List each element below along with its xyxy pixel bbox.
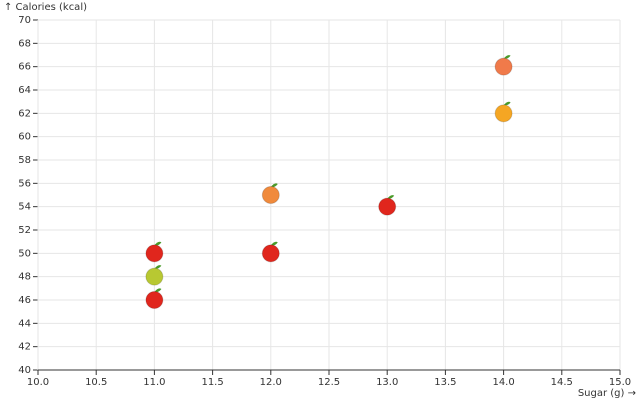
x-tick-label: 11.0: [143, 377, 165, 388]
y-tick-label: 70: [18, 15, 31, 26]
x-tick-label: 14.0: [492, 377, 514, 388]
x-tick-label: 10.0: [27, 377, 49, 388]
x-tick-label: 13.0: [376, 377, 398, 388]
x-axis-label: Sugar (g) →: [578, 388, 636, 399]
y-tick-label: 50: [18, 248, 31, 259]
point: [494, 104, 513, 123]
marker-leaf: [503, 55, 511, 59]
point: [145, 267, 164, 286]
marker-leaf: [154, 265, 162, 269]
marker-leaf: [503, 101, 511, 106]
point: [494, 57, 513, 76]
point: [378, 197, 397, 216]
marker-leaf: [154, 241, 162, 246]
x-tick-label: 15.0: [609, 377, 631, 388]
marker-leaf: [387, 195, 395, 199]
marker-leaf: [270, 183, 278, 188]
y-tick-label: 44: [18, 318, 31, 329]
x-tick-label: 14.5: [551, 377, 573, 388]
x-tick-label: 13.5: [434, 377, 456, 388]
marker-leaf: [154, 288, 162, 293]
y-tick-label: 62: [18, 108, 31, 119]
y-tick-label: 52: [18, 225, 31, 236]
y-tick-label: 58: [18, 155, 31, 166]
x-tick-label: 12.5: [318, 377, 340, 388]
y-tick-label: 68: [18, 38, 31, 49]
point: [145, 244, 164, 263]
y-tick-label: 60: [18, 132, 31, 143]
y-axis-label: ↑ Calories (kcal): [4, 2, 87, 13]
marker-leaf: [270, 241, 278, 246]
x-tick-label: 10.5: [85, 377, 107, 388]
y-tick-label: 64: [18, 85, 31, 96]
point: [261, 186, 280, 204]
y-tick-label: 54: [18, 202, 31, 213]
x-tick-label: 12.0: [260, 377, 282, 388]
y-tick-label: 46: [18, 295, 31, 306]
y-tick-label: 40: [18, 365, 31, 376]
y-tick-label: 56: [18, 178, 31, 189]
y-tick-label: 66: [18, 62, 31, 73]
x-tick-label: 11.5: [201, 377, 223, 388]
y-tick-label: 48: [18, 272, 31, 283]
point: [261, 244, 280, 263]
point: [145, 291, 164, 309]
y-tick-label: 42: [18, 342, 31, 353]
